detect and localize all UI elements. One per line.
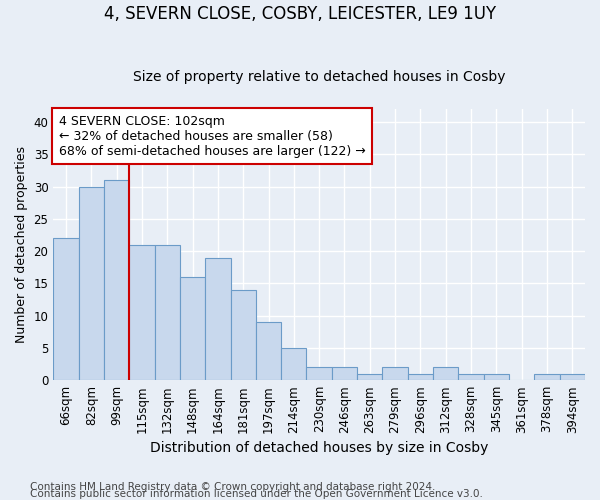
Text: 4, SEVERN CLOSE, COSBY, LEICESTER, LE9 1UY: 4, SEVERN CLOSE, COSBY, LEICESTER, LE9 1… bbox=[104, 5, 496, 23]
Bar bbox=[79, 186, 104, 380]
Title: Size of property relative to detached houses in Cosby: Size of property relative to detached ho… bbox=[133, 70, 505, 85]
Bar bbox=[205, 258, 230, 380]
Bar bbox=[155, 244, 180, 380]
Bar bbox=[560, 374, 585, 380]
Bar bbox=[484, 374, 509, 380]
Bar bbox=[458, 374, 484, 380]
Bar bbox=[281, 348, 307, 380]
Text: Contains public sector information licensed under the Open Government Licence v3: Contains public sector information licen… bbox=[30, 489, 483, 499]
Bar bbox=[180, 277, 205, 380]
Bar bbox=[53, 238, 79, 380]
Bar bbox=[332, 368, 357, 380]
Text: Contains HM Land Registry data © Crown copyright and database right 2024.: Contains HM Land Registry data © Crown c… bbox=[30, 482, 436, 492]
Bar bbox=[535, 374, 560, 380]
X-axis label: Distribution of detached houses by size in Cosby: Distribution of detached houses by size … bbox=[150, 441, 488, 455]
Bar bbox=[357, 374, 382, 380]
Bar bbox=[230, 290, 256, 380]
Bar bbox=[307, 368, 332, 380]
Bar bbox=[433, 368, 458, 380]
Bar bbox=[104, 180, 129, 380]
Text: 4 SEVERN CLOSE: 102sqm
← 32% of detached houses are smaller (58)
68% of semi-det: 4 SEVERN CLOSE: 102sqm ← 32% of detached… bbox=[59, 114, 365, 158]
Bar bbox=[382, 368, 408, 380]
Bar bbox=[129, 244, 155, 380]
Bar bbox=[256, 322, 281, 380]
Y-axis label: Number of detached properties: Number of detached properties bbox=[15, 146, 28, 343]
Bar bbox=[408, 374, 433, 380]
